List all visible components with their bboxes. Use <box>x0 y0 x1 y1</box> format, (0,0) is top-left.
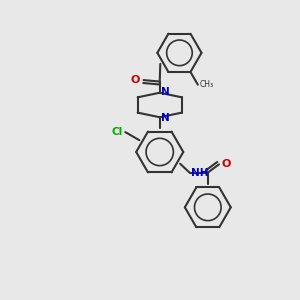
Text: CH₃: CH₃ <box>199 80 213 89</box>
Text: N: N <box>161 87 170 97</box>
Text: O: O <box>130 75 140 85</box>
Text: NH: NH <box>191 168 208 178</box>
Text: Cl: Cl <box>112 127 123 137</box>
Text: N: N <box>161 113 170 123</box>
Text: O: O <box>221 159 231 169</box>
